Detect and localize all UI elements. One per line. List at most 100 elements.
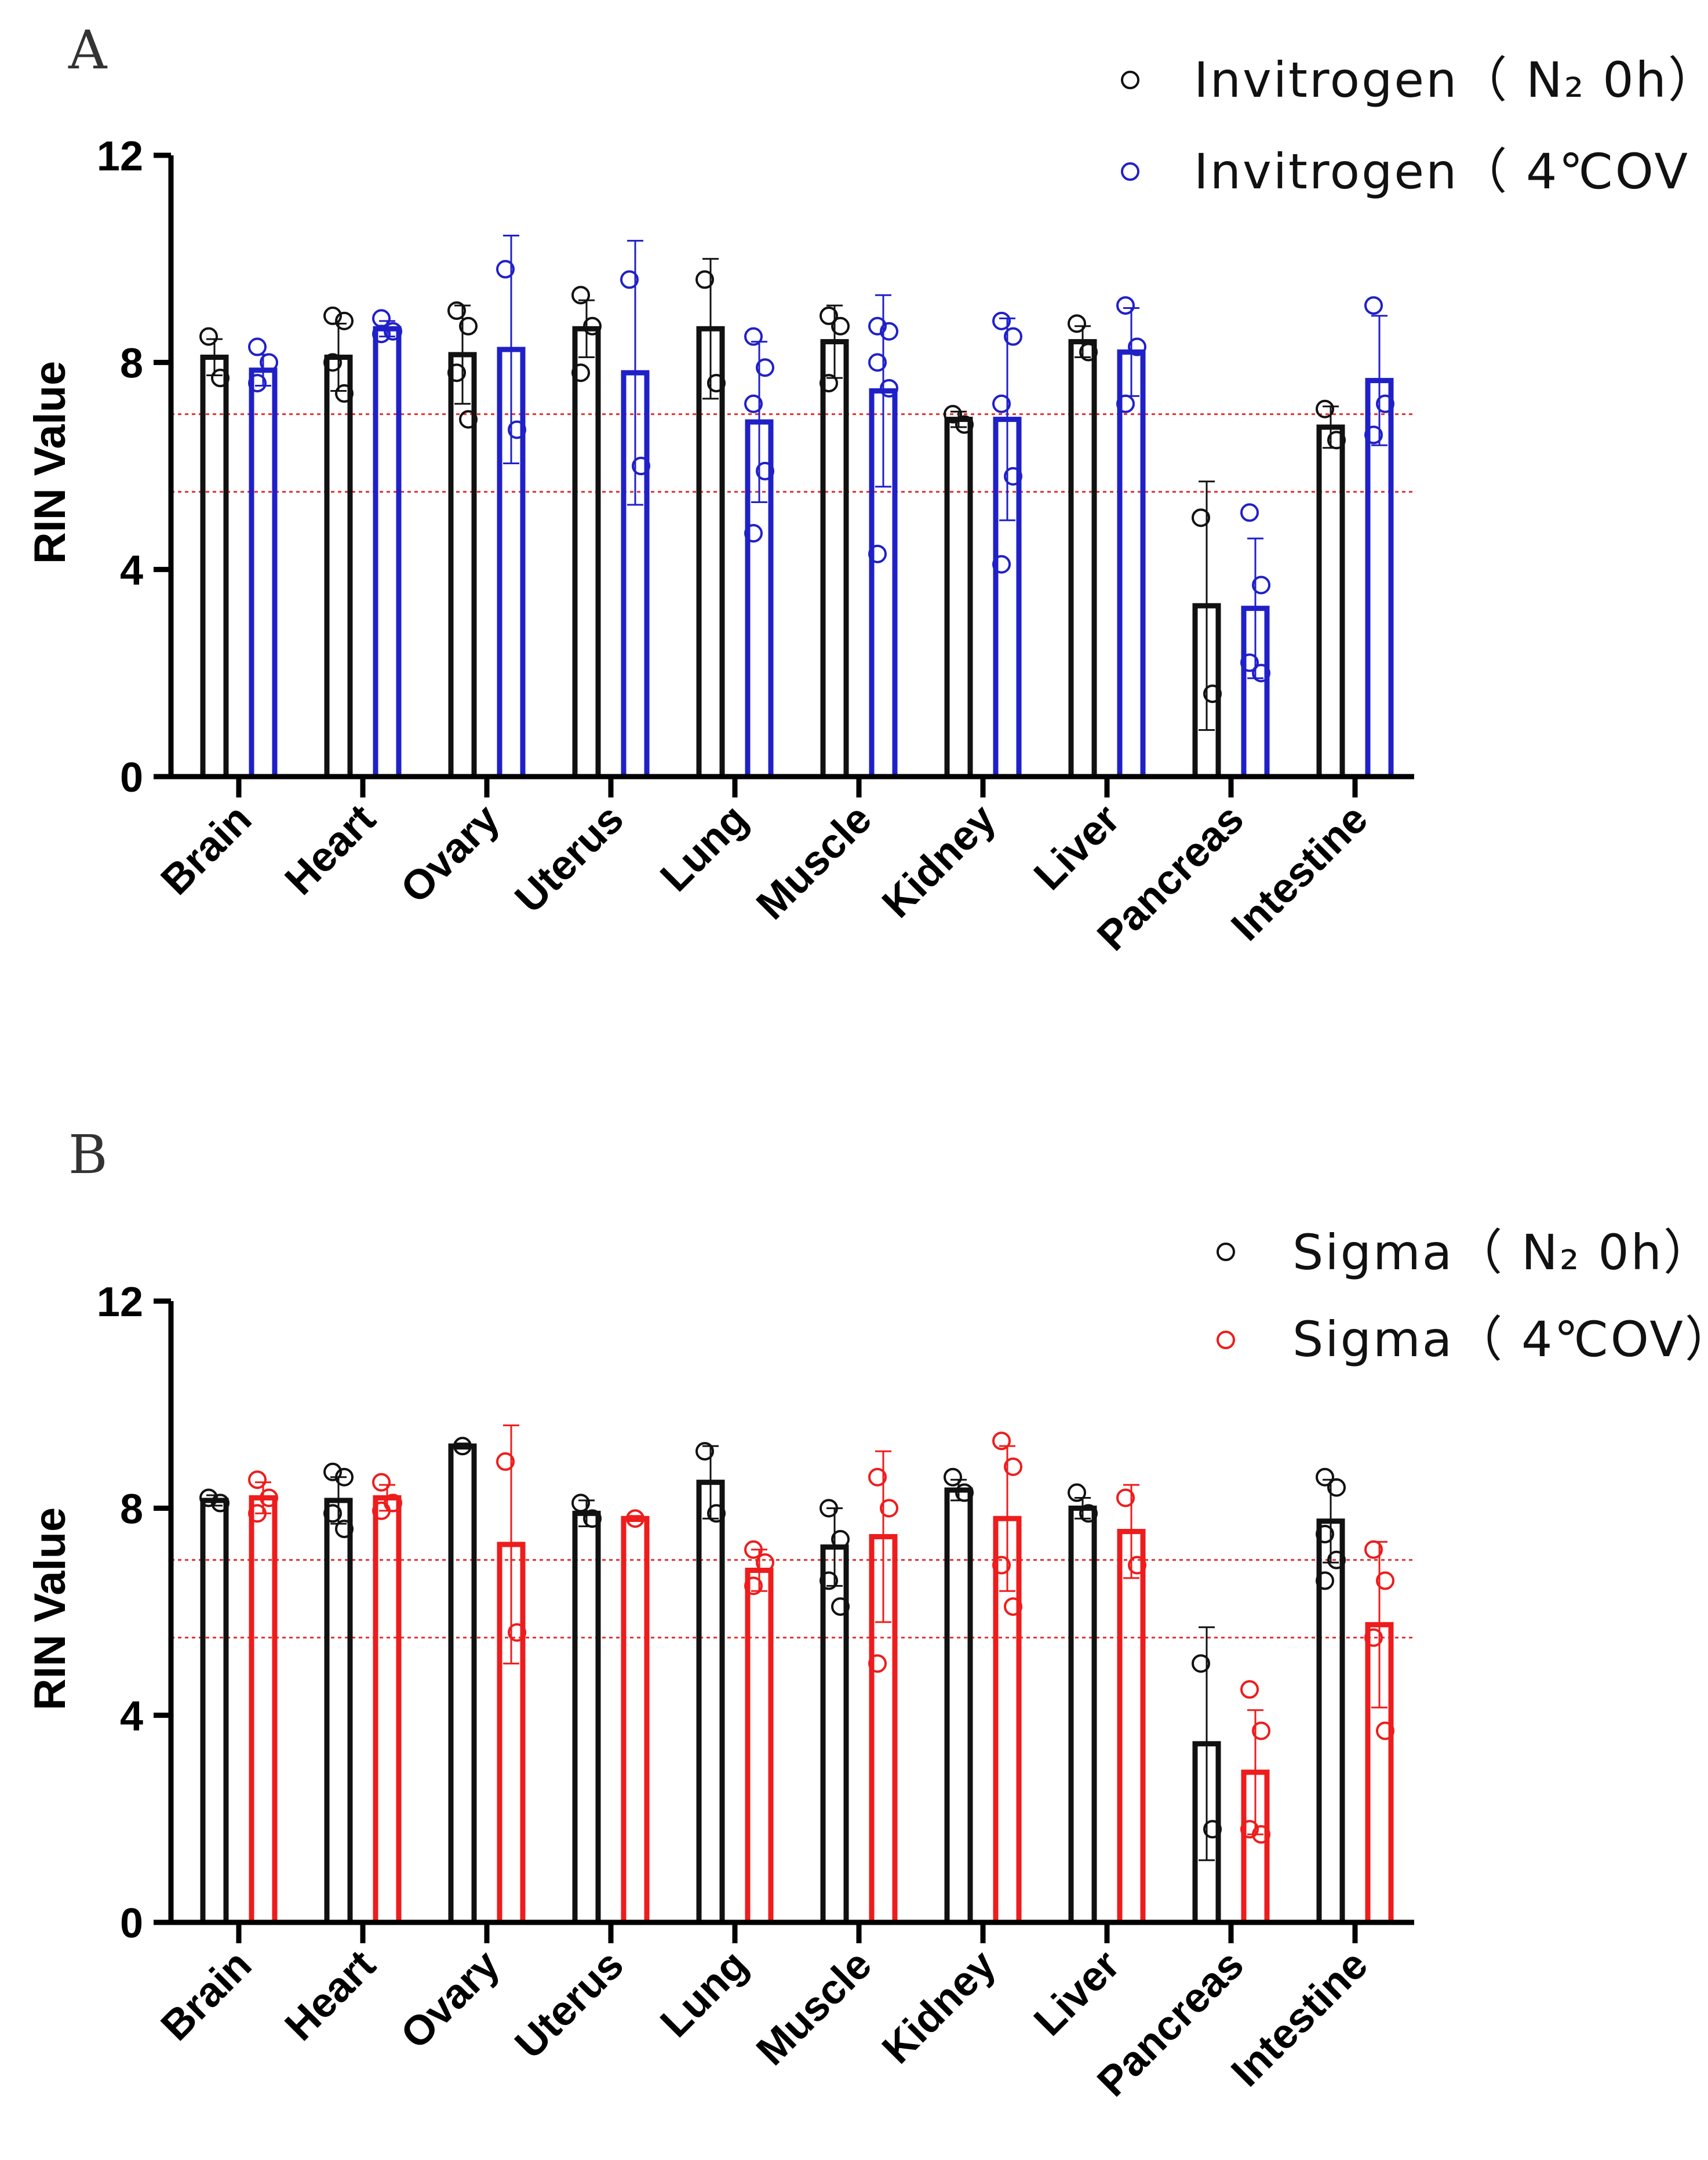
bar-ovary-series-1	[448, 352, 477, 780]
data-point-lung-series-1	[707, 1504, 726, 1523]
data-point-heart-series-1	[323, 353, 342, 372]
panel-a: A Invitrogen（ N₂ 0h） Invitrogen（ 4℃OV ） …	[26, 19, 1708, 960]
data-point-intestine-series-2	[1364, 1628, 1383, 1647]
data-point-heart-series-1	[335, 384, 354, 403]
data-point-heart-series-2	[372, 1473, 391, 1492]
data-point-lung-series-2	[744, 1540, 763, 1559]
legend-b-marker-1	[1217, 1243, 1235, 1261]
data-point-liver-series-1	[1079, 343, 1098, 362]
category-label-heart: Heart	[276, 796, 385, 904]
data-point-uterus-series-1	[571, 363, 590, 383]
data-point-brain-series-1	[199, 327, 218, 346]
data-point-lung-series-1	[695, 1442, 714, 1461]
data-point-muscle-series-2	[868, 544, 887, 563]
data-point-pancreas-series-2	[1252, 664, 1270, 683]
category-label-brain: Brain	[152, 1942, 261, 2050]
data-point-lung-series-2	[756, 461, 774, 480]
bar-muscle-series-1	[820, 339, 849, 780]
data-point-liver-series-2	[1116, 296, 1135, 315]
data-point-pancreas-series-1	[1203, 1820, 1222, 1839]
data-point-lung-series-2	[756, 1553, 774, 1572]
data-point-ovary-series-2	[496, 1452, 515, 1471]
data-point-brain-series-2	[248, 374, 267, 393]
data-point-muscle-series-2	[868, 316, 887, 336]
category-label-intestine: Intestine	[1222, 1942, 1376, 2096]
data-point-heart-series-1	[335, 1520, 354, 1539]
legend-a-item-1: Invitrogen（ N₂ 0h）	[1121, 52, 1708, 108]
data-point-kidney-series-2	[992, 1556, 1011, 1575]
data-point-kidney-series-1	[955, 1483, 974, 1502]
legend-a-marker-2	[1121, 162, 1139, 181]
y-tick-label: 0	[120, 1900, 143, 1947]
data-point-ovary-series-2	[508, 420, 526, 439]
data-point-uterus-series-1	[583, 1509, 602, 1528]
bar-heart-series-1	[324, 354, 353, 780]
bar-uterus-series-1	[572, 1510, 601, 1925]
legend-b: Sigma（ N₂ 0h） Sigma（ 4℃OV）	[1217, 1224, 1708, 1368]
category-label-liver: Liver	[1025, 1942, 1128, 2045]
legend-a-label-1: Invitrogen（ N₂ 0h）	[1194, 52, 1708, 108]
data-point-liver-series-2	[1128, 1556, 1146, 1575]
data-point-liver-series-1	[1068, 1483, 1086, 1502]
category-label-heart: Heart	[276, 1942, 385, 2050]
bar-uterus-series-2	[621, 1516, 650, 1925]
data-point-brain-series-1	[211, 369, 230, 388]
data-point-kidney-series-2	[1004, 467, 1022, 486]
data-point-muscle-series-1	[831, 316, 850, 336]
data-point-uterus-series-1	[571, 286, 590, 305]
bar-liver-series-2	[1117, 349, 1146, 780]
data-point-brain-series-1	[199, 1488, 218, 1507]
data-point-heart-series-1	[323, 1504, 342, 1523]
data-point-intestine-series-1	[1327, 431, 1346, 450]
data-point-ovary-series-1	[459, 316, 478, 336]
category-label-lung: Lung	[651, 1942, 756, 2046]
y-tick-label: 8	[120, 1486, 143, 1532]
data-point-heart-series-2	[372, 325, 391, 344]
data-point-intestine-series-2	[1364, 296, 1383, 315]
bar-liver-series-1	[1068, 339, 1097, 780]
data-point-lung-series-2	[744, 394, 763, 413]
data-point-brain-series-2	[260, 1488, 278, 1507]
data-point-muscle-series-1	[831, 1529, 850, 1549]
data-point-uterus-series-1	[571, 1494, 590, 1513]
data-point-intestine-series-2	[1376, 394, 1394, 413]
legend-b-item-1: Sigma（ N₂ 0h）	[1217, 1224, 1708, 1281]
data-point-pancreas-series-2	[1240, 1820, 1259, 1839]
bar-heart-series-2	[373, 326, 402, 780]
data-point-lung-series-2	[756, 358, 774, 377]
data-point-intestine-series-2	[1376, 1571, 1394, 1590]
data-point-ovary-series-1	[447, 363, 466, 383]
legend-a-item-2: Invitrogen（ 4℃OV ）	[1121, 143, 1708, 200]
data-point-ovary-series-1	[459, 410, 478, 429]
data-point-muscle-series-2	[880, 1499, 898, 1518]
data-point-kidney-series-1	[944, 405, 962, 424]
bar-ovary-series-1	[448, 1443, 477, 1925]
data-point-ovary-series-1	[447, 301, 466, 320]
category-label-ovary: Ovary	[392, 1942, 508, 2058]
bar-muscle-series-1	[820, 1544, 849, 1925]
data-point-muscle-series-2	[880, 322, 898, 341]
bar-kidney-series-1	[944, 1487, 973, 1925]
data-point-intestine-series-1	[1316, 1525, 1334, 1543]
data-point-muscle-series-1	[820, 1571, 838, 1590]
data-point-pancreas-series-2	[1240, 653, 1259, 672]
data-point-kidney-series-1	[944, 1467, 962, 1487]
data-point-muscle-series-2	[868, 1467, 887, 1487]
data-point-heart-series-1	[323, 306, 342, 325]
bar-liver-series-1	[1068, 1505, 1097, 1925]
bar-lung-series-1	[696, 1480, 725, 1925]
legend-a-marker-1	[1121, 71, 1139, 89]
y-tick-label: 4	[120, 548, 143, 594]
legend-b-item-2: Sigma（ 4℃OV）	[1217, 1311, 1708, 1368]
data-point-brain-series-2	[248, 1504, 267, 1523]
data-point-muscle-series-1	[820, 306, 838, 325]
data-point-muscle-series-2	[880, 379, 898, 398]
data-point-pancreas-series-1	[1203, 684, 1222, 704]
bar-heart-series-2	[373, 1495, 402, 1925]
category-label-muscle: Muscle	[748, 1942, 880, 2074]
category-label-muscle: Muscle	[748, 796, 880, 928]
data-point-liver-series-2	[1116, 1488, 1135, 1507]
data-point-lung-series-1	[707, 374, 726, 393]
